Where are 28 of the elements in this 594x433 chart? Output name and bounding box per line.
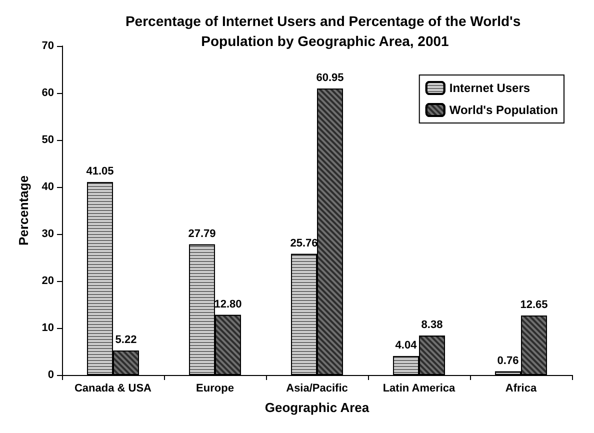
y-tick-label: 40 <box>42 181 54 193</box>
x-tick-label: Europe <box>196 382 234 394</box>
data-label: 0.76 <box>497 354 519 367</box>
data-label: 27.79 <box>188 228 216 240</box>
y-tick-label: 70 <box>42 40 54 52</box>
data-label: 41.05 <box>86 166 114 178</box>
legend-label: Internet Users <box>449 81 530 95</box>
y-tick-label: 50 <box>42 134 54 146</box>
x-axis-title: Geographic Area <box>264 400 370 415</box>
y-tick-label: 20 <box>42 275 54 287</box>
y-axis-title: Percentage <box>16 175 31 246</box>
x-tick-label: Canada & USA <box>74 382 152 394</box>
data-label: 25.76 <box>290 237 318 250</box>
data-label: 4.04 <box>395 340 418 352</box>
data-label: 12.80 <box>214 298 242 310</box>
y-tick-label: 30 <box>42 228 54 240</box>
data-label: 12.65 <box>520 299 548 312</box>
data-label: 5.22 <box>115 334 137 346</box>
legend-label: World's Population <box>449 103 558 117</box>
x-tick-label: Latin America <box>382 382 456 394</box>
y-tick-label: 10 <box>42 322 54 334</box>
y-tick-label: 0 <box>48 369 54 381</box>
chart-title: Percentage of Internet Users and Percentage of the World's Population by Geographic Area, 2001 <box>125 13 525 49</box>
x-tick-label: Africa <box>505 382 538 394</box>
y-tick-label: 60 <box>42 87 54 99</box>
data-label: 8.38 <box>421 319 443 332</box>
data-label: 60.95 <box>316 72 344 84</box>
x-tick-label: Asia/Pacific <box>286 382 348 394</box>
